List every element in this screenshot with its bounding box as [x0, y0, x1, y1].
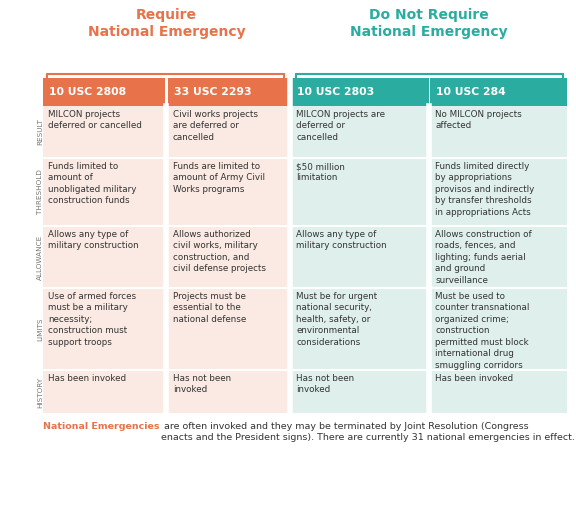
Text: Must be used to
counter transnational
organized crime;
construction
permitted mu: Must be used to counter transnational or…: [435, 292, 529, 370]
Bar: [430, 78, 567, 106]
Bar: [430, 370, 567, 414]
Text: Allows authorized
civil works, military
construction, and
civil defense projects: Allows authorized civil works, military …: [173, 230, 266, 273]
Bar: [168, 226, 290, 288]
Bar: [168, 288, 290, 370]
Text: 10 USC 284: 10 USC 284: [436, 87, 506, 97]
Text: Funds limited directly
by appropriations
provisos and indirectly
by transfer thr: Funds limited directly by appropriations…: [435, 162, 535, 217]
Bar: [291, 226, 429, 288]
Text: LIMITS: LIMITS: [37, 317, 43, 341]
Bar: [430, 288, 567, 370]
Bar: [291, 158, 429, 226]
Text: Funds are limited to
amount of Army Civil
Works programs: Funds are limited to amount of Army Civi…: [173, 162, 265, 194]
Text: THRESHOLD: THRESHOLD: [37, 169, 43, 214]
Bar: [43, 78, 165, 106]
Bar: [43, 226, 165, 288]
Text: Must be for urgent
national security,
health, safety, or
environmental
considera: Must be for urgent national security, he…: [296, 292, 377, 347]
Text: HISTORY: HISTORY: [37, 377, 43, 408]
Bar: [43, 106, 165, 158]
Text: Allows any type of
military construction: Allows any type of military construction: [48, 230, 139, 250]
Text: Projects must be
essential to the
national defense: Projects must be essential to the nation…: [173, 292, 246, 324]
Bar: [291, 78, 429, 106]
Bar: [168, 158, 290, 226]
Bar: [43, 288, 165, 370]
Text: are often invoked and they may be terminated by Joint Resolution (Congress
enact: are often invoked and they may be termin…: [161, 422, 575, 442]
Text: RESULT: RESULT: [37, 119, 43, 146]
Bar: [168, 78, 290, 106]
Text: Require
National Emergency: Require National Emergency: [88, 8, 245, 39]
Text: Has been invoked: Has been invoked: [435, 374, 513, 383]
Text: 33 USC 2293: 33 USC 2293: [174, 87, 252, 97]
Text: No MILCON projects
affected: No MILCON projects affected: [435, 110, 522, 130]
Bar: [291, 106, 429, 158]
Bar: [168, 370, 290, 414]
Bar: [43, 370, 165, 414]
Text: Has not been
invoked: Has not been invoked: [296, 374, 354, 394]
Text: MILCON projects are
deferred or
cancelled: MILCON projects are deferred or cancelle…: [296, 110, 385, 142]
Bar: [291, 370, 429, 414]
Bar: [168, 106, 290, 158]
Text: Civil works projects
are deferred or
cancelled: Civil works projects are deferred or can…: [173, 110, 258, 142]
Text: Funds limited to
amount of
unobligated military
construction funds: Funds limited to amount of unobligated m…: [48, 162, 137, 205]
Text: Do Not Require
National Emergency: Do Not Require National Emergency: [350, 8, 507, 39]
Bar: [291, 288, 429, 370]
Bar: [43, 158, 165, 226]
Text: Allows any type of
military construction: Allows any type of military construction: [296, 230, 387, 250]
Text: National Emergencies: National Emergencies: [43, 422, 160, 431]
Bar: [430, 226, 567, 288]
Text: Allows construction of
roads, fences, and
lighting; funds aerial
and ground
surv: Allows construction of roads, fences, an…: [435, 230, 532, 285]
Bar: [430, 106, 567, 158]
Text: Has been invoked: Has been invoked: [48, 374, 126, 383]
Text: MILCON projects
deferred or cancelled: MILCON projects deferred or cancelled: [48, 110, 142, 130]
Text: Use of armed forces
must be a military
necessity;
construction must
support troo: Use of armed forces must be a military n…: [48, 292, 137, 347]
Bar: [430, 158, 567, 226]
Text: ALLOWANCE: ALLOWANCE: [37, 234, 43, 279]
Text: 10 USC 2803: 10 USC 2803: [297, 87, 374, 97]
Text: Has not been
invoked: Has not been invoked: [173, 374, 231, 394]
Text: 10 USC 2808: 10 USC 2808: [49, 87, 126, 97]
Text: $50 million
limitation: $50 million limitation: [296, 162, 345, 182]
